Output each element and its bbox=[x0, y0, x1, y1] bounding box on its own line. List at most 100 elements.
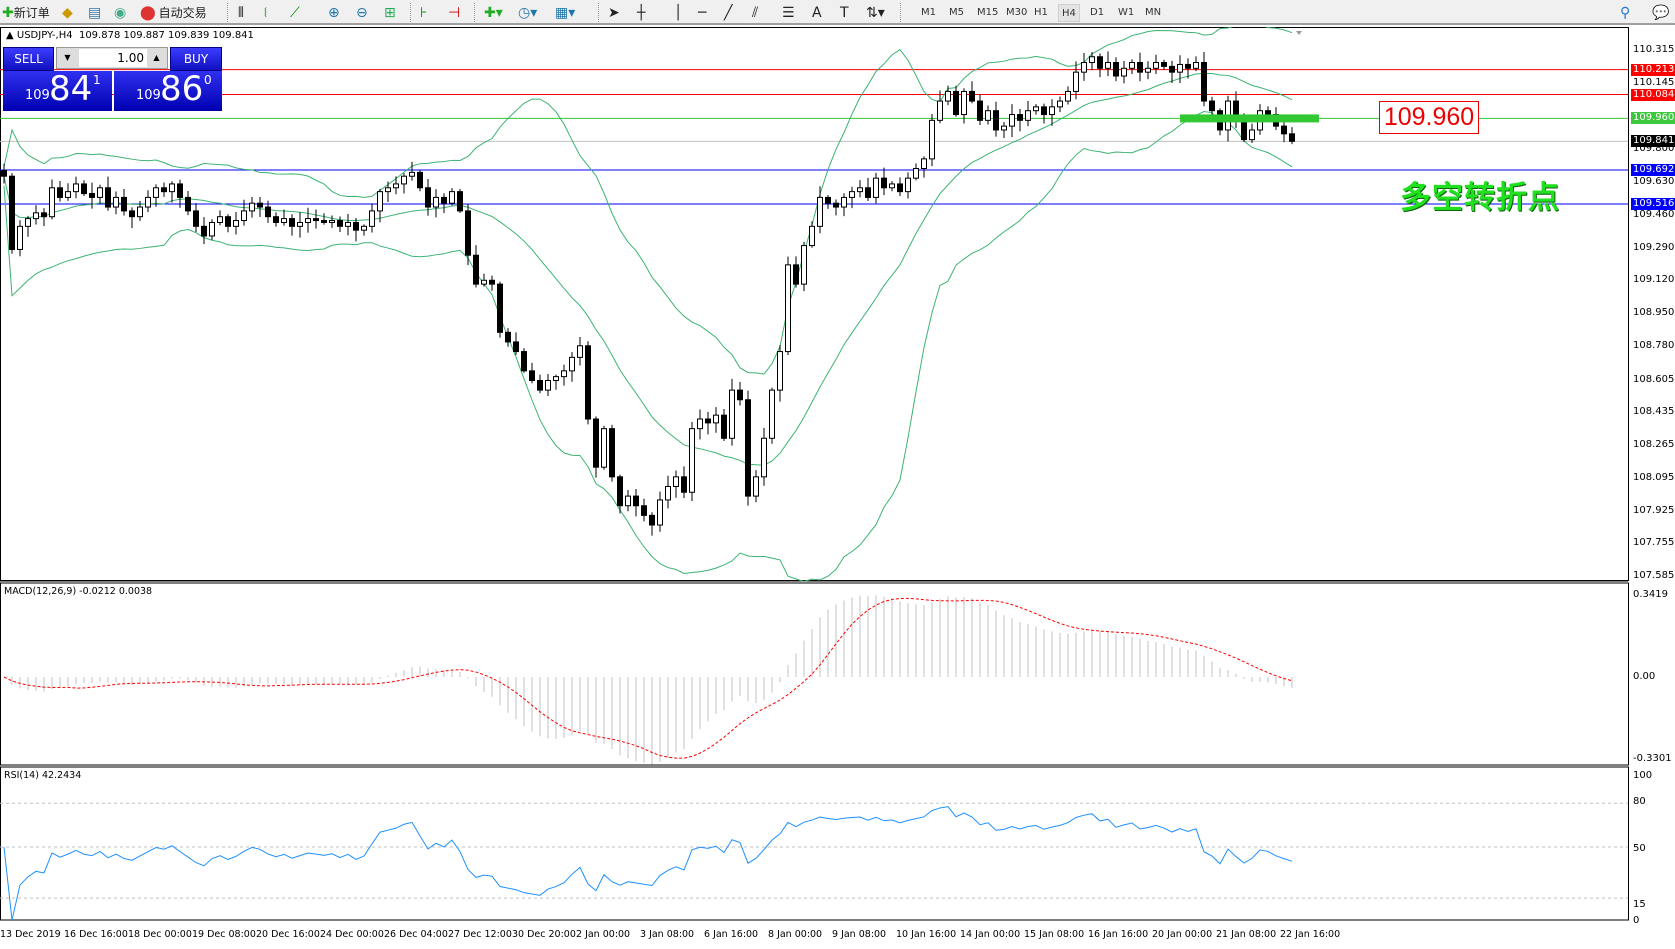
candle-body-bear bbox=[489, 279, 495, 285]
candle bbox=[1017, 108, 1023, 132]
candle-body-bear bbox=[721, 414, 727, 439]
candle-body-bear bbox=[89, 193, 95, 198]
timeframe-w1[interactable]: W1 bbox=[1118, 7, 1135, 18]
shapes-button[interactable]: ⇅▾ bbox=[866, 3, 885, 22]
candle bbox=[1161, 59, 1167, 70]
line-chart-button[interactable]: ⟋ bbox=[290, 3, 300, 22]
chart-window[interactable] bbox=[0, 27, 1675, 949]
chart-shift-marker-icon bbox=[1296, 31, 1302, 35]
candle bbox=[681, 466, 687, 499]
candle bbox=[369, 203, 375, 233]
candle bbox=[569, 352, 575, 382]
sell-price-pips: 84 bbox=[49, 69, 93, 109]
candle bbox=[289, 214, 295, 236]
bollinger-middle-band bbox=[3, 72, 1293, 466]
timeframe-h4[interactable]: H4 bbox=[1058, 4, 1080, 22]
candle-body-bull bbox=[761, 437, 767, 478]
chart-shift-button[interactable]: ⊦ bbox=[420, 3, 427, 22]
tile-windows-button[interactable]: ⊞ bbox=[384, 3, 396, 22]
search-button[interactable]: ⚲ bbox=[1620, 3, 1630, 22]
candle-body-bull bbox=[937, 100, 943, 121]
timeframe-h1[interactable]: H1 bbox=[1034, 7, 1048, 18]
zoom-out-button[interactable]: ⊖ bbox=[356, 3, 368, 22]
fibonacci-button[interactable]: ☰ bbox=[782, 3, 795, 22]
text-button[interactable]: A bbox=[812, 3, 822, 22]
trendline-button[interactable]: ╱ bbox=[724, 3, 732, 22]
crosshair-button[interactable]: ┼ bbox=[637, 3, 645, 22]
vertical-line-button[interactable]: │ bbox=[674, 3, 682, 22]
candle-body-bear bbox=[633, 495, 639, 507]
periods-button[interactable]: ◷▾ bbox=[518, 3, 537, 22]
candle-body-bull bbox=[945, 90, 951, 102]
indicators-button[interactable]: ✚▾ bbox=[484, 3, 503, 22]
candle bbox=[201, 217, 207, 245]
data-window-button[interactable]: ▤ bbox=[88, 3, 101, 22]
candle bbox=[305, 207, 311, 233]
candle-body-bull bbox=[921, 158, 927, 170]
candle bbox=[553, 374, 559, 390]
price-tick-label: 109.800 bbox=[1633, 143, 1675, 155]
zoom-in-button[interactable]: ⊕ bbox=[328, 3, 340, 22]
lot-increase-button[interactable]: ▲ bbox=[153, 53, 160, 62]
timeframe-m1[interactable]: M1 bbox=[921, 7, 936, 18]
text-label-button[interactable]: T bbox=[840, 3, 849, 22]
timeframe-m15[interactable]: M15 bbox=[977, 7, 999, 18]
candle-body-bull bbox=[449, 191, 455, 204]
sell-button[interactable]: SELL bbox=[3, 47, 54, 71]
auto-trading-button[interactable]: ⬤ 自动交易 bbox=[140, 3, 207, 22]
candle bbox=[313, 209, 319, 229]
candle bbox=[769, 387, 775, 444]
candle bbox=[297, 212, 303, 238]
lot-input[interactable] bbox=[79, 49, 147, 67]
buy-button[interactable]: BUY bbox=[170, 47, 222, 71]
candle-body-bull bbox=[73, 183, 79, 193]
candle bbox=[497, 281, 503, 338]
candle bbox=[697, 409, 703, 440]
candle-body-bull bbox=[849, 191, 855, 198]
turning-point-bar bbox=[1180, 114, 1319, 123]
candle bbox=[17, 220, 23, 257]
buy-price-button[interactable]: 109 86 0 bbox=[114, 69, 222, 111]
autoscroll-button[interactable]: ⊣ bbox=[448, 3, 460, 22]
timeframe-m5[interactable]: M5 bbox=[949, 7, 964, 18]
new-order-button[interactable]: ✚ 新订单 bbox=[2, 3, 50, 22]
market-watch-button[interactable]: ◆ bbox=[62, 3, 73, 22]
candle-body-bull bbox=[1249, 129, 1255, 141]
candle bbox=[1097, 53, 1103, 78]
sell-price-button[interactable]: 109 84 1 bbox=[3, 69, 112, 111]
timeframe-m30[interactable]: M30 bbox=[1006, 7, 1028, 18]
candle-body-bull bbox=[297, 221, 303, 227]
timeframe-d1[interactable]: D1 bbox=[1090, 7, 1105, 18]
candle-body-bull bbox=[385, 187, 391, 193]
candle bbox=[1081, 52, 1087, 81]
candle-body-bear bbox=[273, 216, 279, 223]
candle-body-bear bbox=[617, 476, 623, 507]
bar-chart-icon: ⫴ bbox=[238, 4, 244, 21]
candle-body-bear bbox=[1017, 114, 1023, 121]
candlestick-button[interactable]: ⧙ bbox=[264, 3, 267, 22]
timeframe-mn[interactable]: MN bbox=[1145, 7, 1162, 18]
templates-button[interactable]: ▦▾ bbox=[555, 3, 575, 22]
data-window-icon: ▤ bbox=[88, 4, 102, 21]
candle bbox=[521, 348, 527, 373]
equidistant-channel-button[interactable]: ⫽ bbox=[752, 3, 758, 22]
lot-decrease-button[interactable]: ▼ bbox=[64, 53, 71, 62]
price-tick-label: 108.605 bbox=[1633, 373, 1675, 385]
annotation-price-box[interactable]: 109.960 bbox=[1379, 101, 1479, 134]
candle bbox=[97, 184, 103, 204]
horizontal-line-button[interactable]: ─ bbox=[698, 3, 706, 22]
candle-body-bear bbox=[1209, 100, 1215, 112]
candle-body-bull bbox=[25, 218, 31, 227]
cursor-button[interactable]: ➤ bbox=[608, 3, 620, 22]
candle-body-bear bbox=[337, 220, 343, 227]
candle bbox=[425, 179, 431, 216]
candle bbox=[633, 488, 639, 517]
candle-body-bull bbox=[65, 191, 71, 198]
annotation-text[interactable]: 多空转折点 bbox=[1400, 180, 1560, 216]
signals-button[interactable]: ◉ bbox=[114, 3, 126, 22]
tile-windows-icon: ⊞ bbox=[384, 4, 396, 21]
bar-chart-button[interactable]: ⫴ bbox=[238, 3, 244, 22]
chat-button[interactable]: 💬 bbox=[1652, 3, 1669, 22]
candle bbox=[625, 489, 631, 512]
candle bbox=[977, 93, 983, 125]
